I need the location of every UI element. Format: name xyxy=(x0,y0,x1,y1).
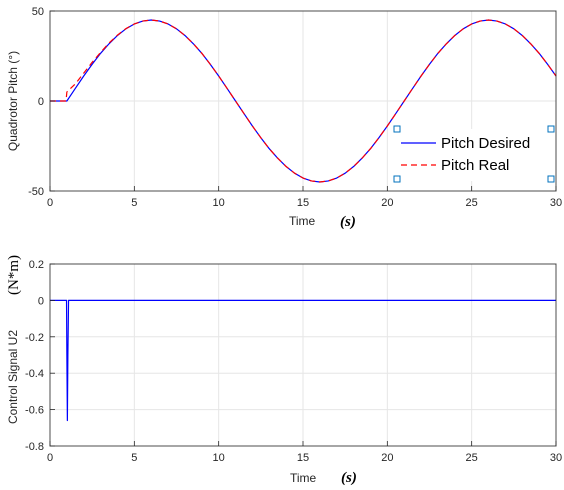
y-tick-label: -0.4 xyxy=(25,368,44,380)
x-tick-label: 10 xyxy=(213,452,225,464)
y-tick-label: -0.6 xyxy=(25,405,44,417)
y-tick-label: -0.8 xyxy=(25,441,44,453)
x-tick-label: 15 xyxy=(297,197,309,209)
pitch-legend-handle-br xyxy=(547,175,555,183)
pitch-legend-handle-tr xyxy=(547,125,555,133)
y-tick-label: 0.2 xyxy=(29,259,44,271)
pitch-chart-ylabel: Quadrotor Pitch (°) xyxy=(6,51,20,151)
control-signal-chart: 0 5 10 15 20 25 30 -0.8 -0.6 -0.4 -0.2 0 0.2 Time (s… xyxy=(6,255,562,486)
x-tick-label: 20 xyxy=(381,452,393,464)
pitch-legend-handle-tl xyxy=(393,125,401,133)
x-tick-label: 15 xyxy=(297,452,309,464)
pitch-legend: Pitch Desired Pitch Real xyxy=(393,125,555,183)
pitch-chart-axes-frame xyxy=(49,10,557,192)
x-tick-label: 0 xyxy=(47,197,53,209)
x-tick-label: 20 xyxy=(381,197,393,209)
pitch-chart-xlabel: Time xyxy=(289,214,316,228)
x-tick-label: 0 xyxy=(47,452,53,464)
control-chart-ylabel: Control Signal U2 xyxy=(6,330,20,424)
series-line-0-1 xyxy=(50,19,557,183)
series-line-0-0 xyxy=(50,19,557,183)
y-tick-label: 0 xyxy=(38,295,44,307)
x-tick-label: 25 xyxy=(466,197,478,209)
series-line-1-0 xyxy=(50,299,556,422)
pitch-chart-xunit: (s) xyxy=(340,214,356,230)
x-tick-label: 30 xyxy=(550,197,562,209)
y-tick-label: -50 xyxy=(28,186,44,198)
x-tick-label: 10 xyxy=(213,197,225,209)
x-tick-label: 25 xyxy=(466,452,478,464)
control-chart-xunit: (s) xyxy=(341,470,357,486)
pitch-legend-box xyxy=(397,129,553,181)
control-chart-ylabel-group: Control Signal U2 (N*m) xyxy=(6,255,22,424)
legend-label-real: Pitch Real xyxy=(441,157,509,174)
x-tick-label: 30 xyxy=(550,452,562,464)
y-tick-label: 50 xyxy=(32,6,44,18)
x-tick-label: 5 xyxy=(131,197,137,209)
x-tick-label: 5 xyxy=(131,452,137,464)
y-tick-label: 0 xyxy=(38,96,44,108)
pitch-legend-handle-bl xyxy=(393,175,401,183)
pitch-chart-series-layer xyxy=(50,19,557,183)
control-chart-series-layer xyxy=(50,299,556,422)
legend-label-desired: Pitch Desired xyxy=(441,135,530,152)
y-tick-label: -0.2 xyxy=(25,332,44,344)
control-chart-ticks: 0 5 10 15 20 25 30 -0.8 -0.6 -0.4 -0.2 0 0.2 xyxy=(25,259,562,464)
control-chart-yunit: (N*m) xyxy=(6,255,22,295)
control-chart-axes-frame xyxy=(49,263,557,447)
control-chart-xlabel: Time xyxy=(290,471,317,485)
